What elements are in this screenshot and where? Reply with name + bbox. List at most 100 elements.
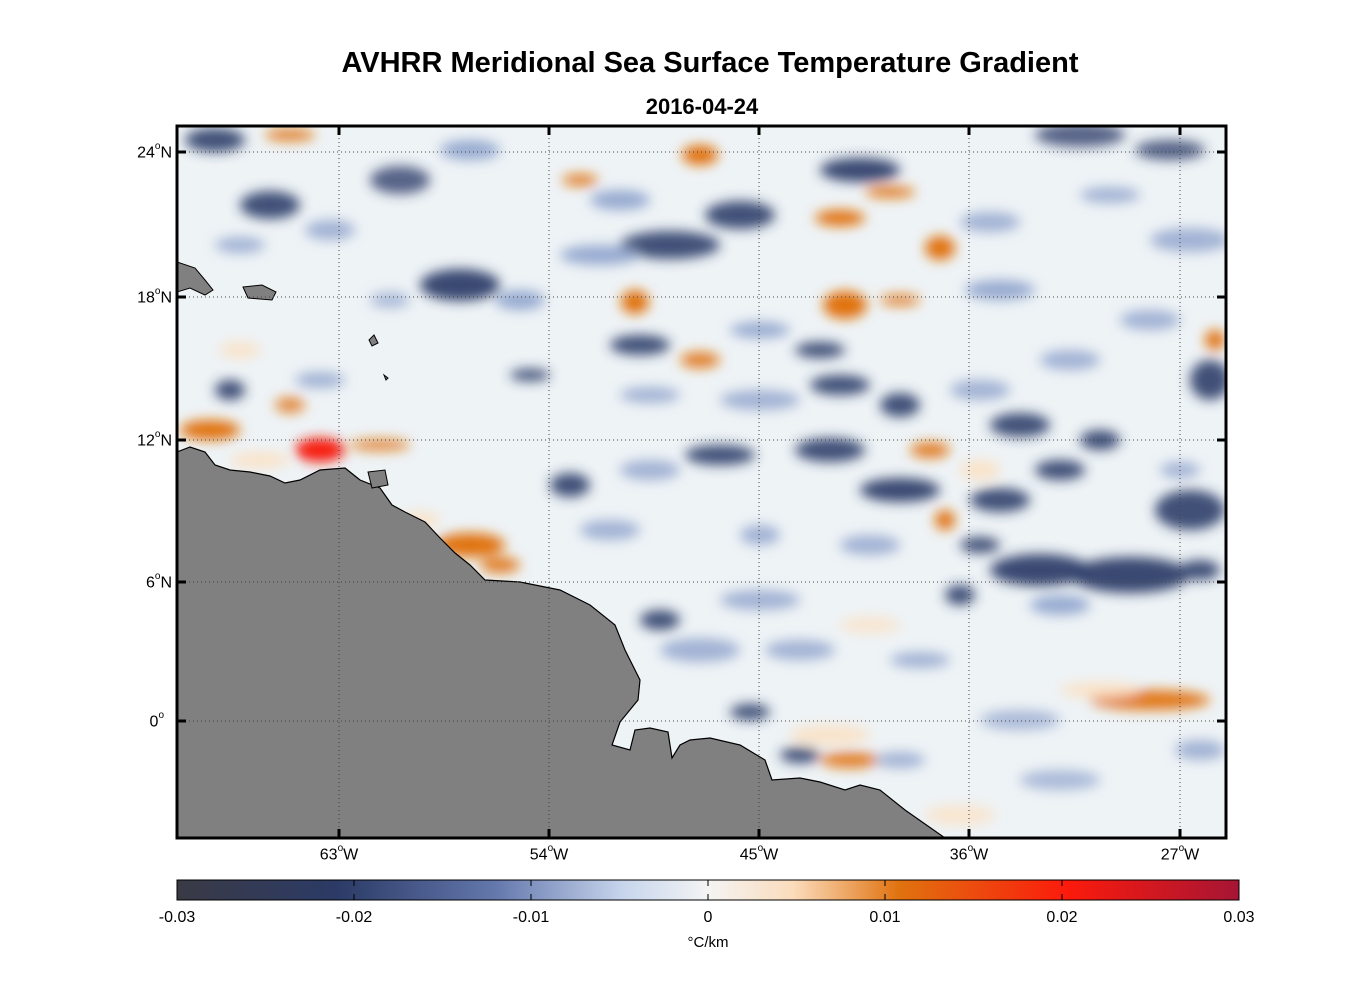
field-patch [795, 438, 865, 462]
field-patch [215, 237, 265, 253]
field-patch [682, 145, 718, 165]
field-patch [1035, 126, 1125, 147]
colorbar-unit: °C/km [687, 934, 729, 951]
field-patch [925, 236, 955, 260]
field-patch [730, 322, 790, 338]
chart-title: AVHRR Meridional Sea Surface Temperature… [341, 47, 1079, 79]
field-patch [960, 537, 1000, 553]
field-patch [880, 294, 920, 306]
lon-label-36w: 36oW [949, 843, 989, 864]
field-patch [1060, 682, 1140, 698]
field-patch [740, 525, 780, 545]
field-patch [1190, 360, 1226, 400]
field-patch [370, 292, 410, 308]
field-patch [865, 186, 915, 198]
chart-subtitle: 2016-04-24 [645, 94, 759, 119]
field-patch [185, 128, 245, 152]
field-patch [1135, 140, 1205, 160]
sst-gradient-field [180, 126, 1226, 825]
field-patch [685, 445, 755, 465]
field-patch [820, 158, 900, 182]
field-patch [980, 710, 1060, 730]
island-4 [382, 373, 389, 381]
field-patch [510, 369, 550, 381]
field-patch [840, 617, 900, 633]
island-2 [242, 284, 277, 301]
field-patch [960, 212, 1020, 232]
field-patch [1120, 310, 1180, 330]
field-patch [580, 520, 640, 540]
field-patch [890, 652, 950, 668]
field-patch [823, 291, 867, 319]
colorbar-label-003: 0.03 [1223, 909, 1255, 926]
field-patch [240, 191, 300, 219]
field-patch [1030, 595, 1090, 615]
field-patch [590, 190, 650, 210]
lon-label-63w: 63oW [319, 843, 359, 864]
field-patch [935, 510, 955, 530]
field-patch [705, 201, 775, 229]
lon-label-45w: 45oW [739, 843, 779, 864]
lat-label-12n: 12oN [137, 429, 172, 450]
field-patch [275, 397, 305, 413]
south-america-coast [177, 446, 947, 838]
colorbar-label-002: 0.02 [1046, 909, 1078, 926]
field-patch [180, 420, 240, 440]
field-patch [780, 747, 820, 763]
field-patch [215, 380, 245, 400]
field-patch [621, 290, 649, 314]
lat-label-6n: 6oN [145, 571, 172, 592]
field-patch [990, 554, 1090, 586]
field-patch [950, 380, 1010, 400]
colorbar-label-001: 0.01 [869, 909, 901, 926]
field-patch [840, 535, 900, 555]
field-patch [370, 166, 430, 194]
field-patch [1175, 740, 1225, 760]
field-patch [1080, 430, 1120, 450]
field-patch [945, 585, 975, 605]
field-patch [810, 375, 870, 395]
field-patch [560, 245, 640, 265]
field-patch [620, 231, 720, 259]
field-patch [880, 393, 920, 417]
field-patch [562, 174, 598, 186]
colorbar-label-zero: 0 [703, 909, 713, 926]
field-patch [230, 452, 290, 468]
lat-label-18n: 18oN [137, 286, 172, 307]
field-patch [480, 557, 520, 573]
field-patch [295, 438, 345, 462]
field-patch [790, 725, 870, 745]
field-patch [550, 473, 590, 497]
field-patch [420, 269, 500, 301]
field-patch [620, 387, 680, 403]
colorbar-label-neg003: -0.03 [158, 909, 196, 926]
land-area [177, 261, 947, 838]
frame-ticks [177, 126, 1226, 838]
field-patch [305, 220, 355, 240]
colorbar-ticks [353, 880, 1063, 900]
field-patch [265, 129, 315, 141]
field-patch [620, 460, 680, 480]
field-patch [640, 610, 680, 630]
field-patch [970, 488, 1030, 512]
colorbar-label-neg001: -0.01 [512, 909, 550, 926]
field-patch [220, 342, 260, 358]
field-patch [820, 752, 880, 768]
field-patch [495, 290, 545, 310]
island-5 [367, 469, 389, 489]
graticule [177, 126, 1226, 838]
field-patch [990, 413, 1050, 437]
island-1 [177, 261, 214, 296]
map-frame [175, 124, 1228, 840]
field-patch [1205, 330, 1225, 350]
field-patch [440, 140, 500, 160]
lon-label-27w: 27oW [1160, 843, 1200, 864]
field-patch [1020, 770, 1100, 790]
field-patch [610, 335, 670, 355]
field-patch [660, 638, 740, 662]
field-patch [1150, 228, 1226, 252]
field-patch [1155, 490, 1225, 530]
field-patch [1180, 560, 1220, 580]
field-patch [860, 478, 940, 502]
